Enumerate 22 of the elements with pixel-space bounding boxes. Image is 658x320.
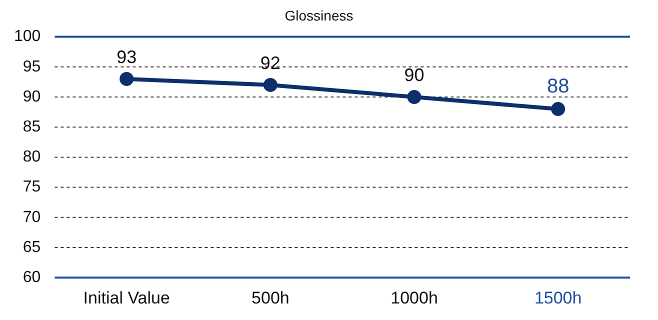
data-label: 88 [546, 76, 570, 98]
y-tick-label: 70 [22, 208, 41, 226]
x-tick-label: 1000h [390, 288, 438, 308]
data-label: 92 [260, 52, 280, 73]
point [263, 78, 278, 92]
point [120, 72, 134, 86]
y-tick-label: 90 [22, 88, 41, 106]
point [407, 90, 422, 104]
data-label: 90 [404, 64, 424, 85]
point [551, 102, 566, 116]
y-tick-label: 75 [22, 178, 41, 196]
y-tick-label: 65 [22, 238, 41, 256]
y-tick-label: 85 [22, 118, 41, 136]
y-tick-label: 95 [22, 58, 41, 76]
chart-title: Glossiness [284, 7, 354, 24]
y-tick-label: 60 [22, 269, 41, 286]
x-tick-label: 1500h [534, 288, 582, 308]
x-tick-label: Initial Value [83, 288, 170, 308]
y-tick-label: 80 [22, 148, 41, 166]
y-tick-label: 100 [14, 28, 41, 46]
x-tick-label: 500h [252, 288, 290, 308]
data-label: 93 [116, 46, 137, 67]
